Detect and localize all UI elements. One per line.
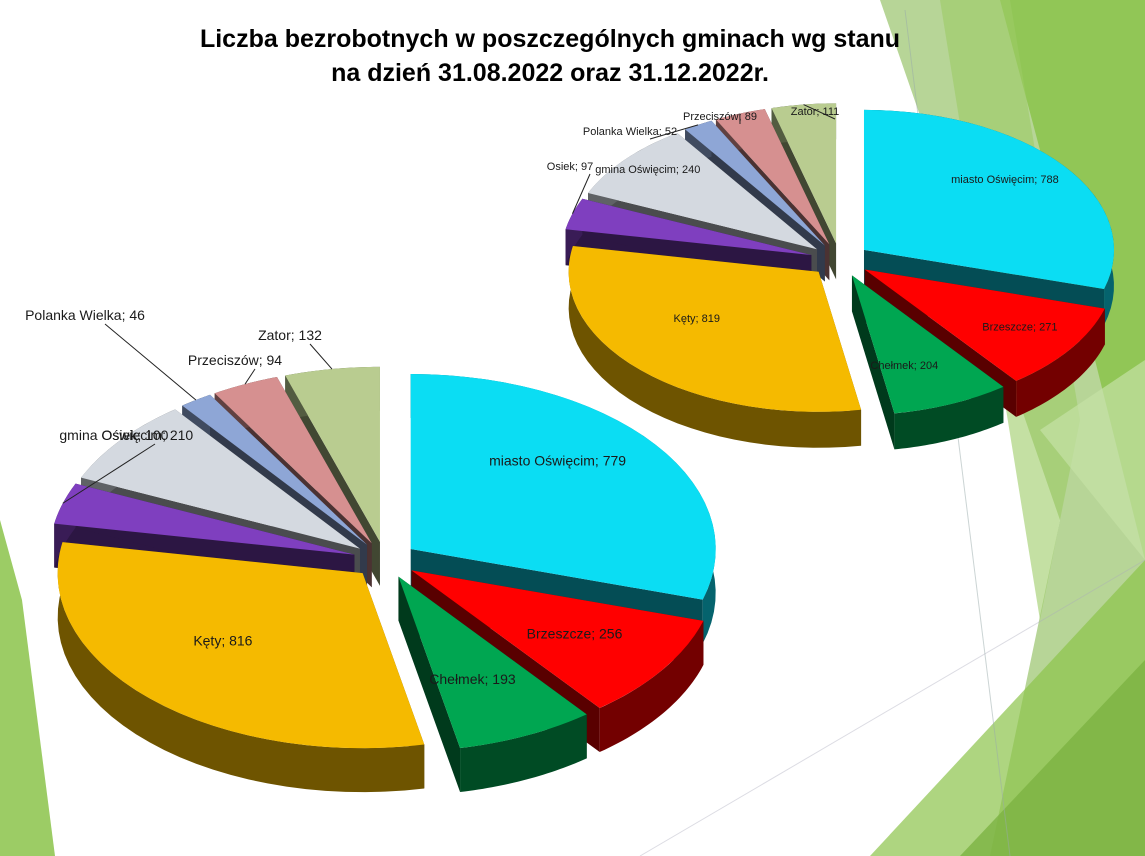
pie-slice-osiek: [565, 198, 812, 256]
chart-title-line-1: Liczba bezrobotnych w poszczególnych gmi…: [199, 25, 901, 53]
leader-line: [62, 443, 156, 504]
slice-outer-wall: [568, 246, 862, 448]
pie-chart-1: miasto Oświęcim; 779 Brzeszcze; 256 Chełme…: [25, 307, 716, 793]
chart-title: Liczba bezrobotnych w poszczególnych gmi…: [120, 22, 980, 90]
leader-line: [571, 173, 591, 214]
data-label: Polanka Wielka; 52: [583, 126, 677, 138]
pie-slice-miasto-oświęcim: [863, 109, 1114, 289]
leader-line: [104, 323, 197, 401]
pie-slice-miasto-oświęcim: [410, 374, 716, 600]
data-label: Przeciszów; 89: [683, 111, 757, 123]
pie-slice-chełmek: [398, 576, 587, 749]
data-label: Przeciszów; 94: [188, 352, 282, 368]
leader-line: [309, 343, 333, 370]
slice-outer-wall: [1016, 308, 1105, 417]
slice-outer-wall: [894, 386, 1004, 450]
pie-slice-przeciszów: [715, 109, 830, 245]
data-label: miasto Oświęcim; 788: [951, 174, 1059, 186]
leader-line: [649, 124, 699, 140]
pie-slice-osiek: [54, 483, 355, 555]
pie-slice-przeciszów: [214, 376, 372, 544]
pie-slice-polanka-wielka: [685, 120, 825, 246]
leader-line: [244, 368, 256, 385]
data-label: miasto Oświęcim; 779: [489, 452, 626, 468]
data-label: Zator; 111: [791, 106, 840, 118]
data-label: Brzeszcze; 256: [527, 626, 623, 642]
chart-title-line-2: na dzień 31.08.2022 oraz 31.12.2022r.: [331, 59, 769, 87]
data-label: Chełmek; 204: [870, 360, 938, 372]
data-label: Kęty; 816: [193, 632, 252, 648]
pie-slice-brzeszcze: [411, 570, 704, 709]
pie-slice-kęty: [57, 542, 425, 749]
slice-outer-wall: [599, 620, 704, 753]
slice-wall: [398, 576, 461, 793]
pie-slice-brzeszcze: [864, 269, 1105, 381]
slice-outer-wall: [460, 714, 587, 793]
data-label: gmina Oświęcim; 210: [59, 427, 193, 443]
pie-slice-polanka-wielka: [182, 394, 368, 545]
data-label: Polanka Wielka; 46: [25, 307, 145, 323]
pie-slice-zator: [285, 366, 380, 542]
pie-chart-2: miasto Oświęcim; 788 Brzeszcze; 271 Chełme…: [547, 103, 1114, 450]
data-label: Brzeszcze; 271: [982, 322, 1057, 334]
slice-outer-wall: [57, 542, 425, 793]
data-label: Chełmek; 193: [429, 671, 516, 687]
leader-line: [803, 104, 836, 120]
pie-slice-gmina-oświęcim: [81, 409, 360, 549]
slice-wall: [851, 275, 895, 450]
pie-slice-kęty: [568, 246, 862, 412]
data-label: Osiek; 97: [547, 161, 593, 173]
pie-slice-gmina-oświęcim: [588, 133, 817, 250]
pie-slice-chełmek: [851, 275, 1004, 414]
data-label: gmina Oświęcim; 240: [595, 164, 700, 176]
data-label: Osiek; 100: [102, 427, 169, 443]
data-label: Kęty; 819: [674, 313, 720, 325]
data-label: Zator; 132: [258, 327, 322, 343]
pie-slice-zator: [771, 103, 837, 244]
